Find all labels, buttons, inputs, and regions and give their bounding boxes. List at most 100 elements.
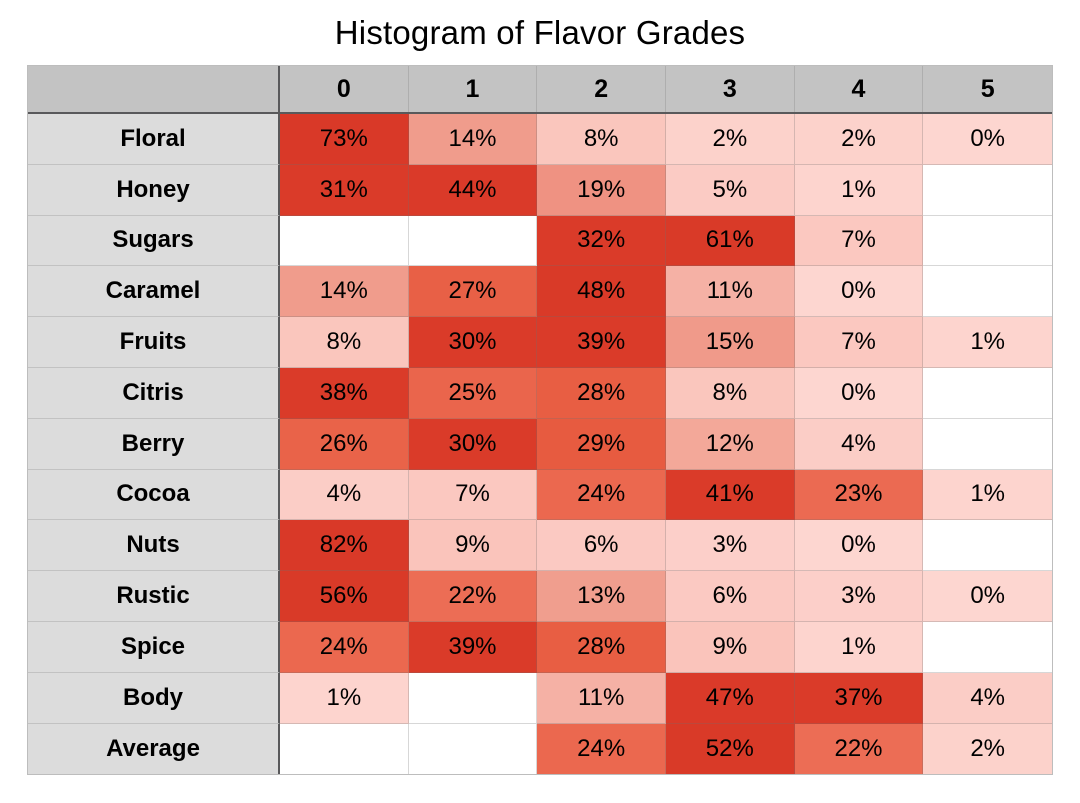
empty-cell: [923, 520, 1052, 572]
table-row-body: Body 1% 11% 47% 37% 4%: [28, 672, 1052, 724]
value-cell: 6%: [537, 520, 666, 572]
value-cell: 6%: [666, 571, 795, 622]
value-cell: 1%: [794, 621, 924, 673]
value-cell: 14%: [408, 114, 538, 165]
value-cell: 2%: [923, 723, 1052, 775]
value-cell: 28%: [537, 367, 666, 419]
value-cell: 1%: [794, 164, 924, 216]
row-label: Citris: [28, 367, 280, 419]
value-cell: 22%: [794, 723, 924, 775]
value-cell: 24%: [537, 723, 666, 775]
value-cell: 24%: [280, 621, 409, 673]
value-cell: 32%: [537, 215, 666, 267]
value-cell: 39%: [537, 317, 666, 368]
value-cell: 23%: [794, 469, 924, 521]
table-row-floral: Floral 73% 14% 8% 2% 2% 0%: [28, 114, 1052, 165]
empty-cell: [408, 723, 538, 775]
value-cell: 28%: [537, 621, 666, 673]
value-cell: 0%: [923, 571, 1052, 622]
value-cell: 41%: [666, 469, 795, 521]
column-header-4: 4: [795, 66, 924, 112]
value-cell: 2%: [794, 114, 924, 165]
value-cell: 1%: [923, 317, 1052, 368]
value-cell: 2%: [666, 114, 795, 165]
value-cell: 12%: [666, 418, 795, 470]
value-cell: 1%: [923, 469, 1052, 521]
empty-cell: [408, 215, 538, 267]
value-cell: 30%: [408, 317, 538, 368]
row-label: Caramel: [28, 266, 280, 318]
column-header-5: 5: [980, 74, 995, 103]
value-cell: 47%: [666, 672, 795, 724]
row-label: Sugars: [28, 215, 280, 267]
value-cell: 73%: [280, 114, 409, 165]
value-cell: 61%: [666, 215, 795, 267]
value-cell: 9%: [666, 621, 795, 673]
value-cell: 37%: [794, 672, 924, 724]
value-cell: 24%: [537, 469, 666, 521]
value-cell: 30%: [408, 418, 538, 470]
value-cell: 7%: [794, 317, 924, 368]
empty-cell: [923, 215, 1052, 267]
column-header-1: 1: [409, 66, 538, 112]
table-row-cocoa: Cocoa 4% 7% 24% 41% 23% 1%: [28, 469, 1052, 521]
value-cell: 4%: [794, 418, 924, 470]
empty-cell: [923, 266, 1052, 318]
value-cell: 0%: [794, 520, 924, 572]
table-row-rustic: Rustic 56% 22% 13% 6% 3% 0%: [28, 571, 1052, 622]
table-row-honey: Honey 31% 44% 19% 5% 1%: [28, 164, 1052, 216]
value-cell: 9%: [408, 520, 538, 572]
row-label: Floral: [28, 114, 280, 165]
value-cell: 52%: [666, 723, 795, 775]
value-cell: 27%: [408, 266, 538, 318]
value-cell: 1%: [280, 672, 409, 724]
value-cell: 26%: [280, 418, 409, 470]
value-cell: 8%: [280, 317, 409, 368]
row-label: Rustic: [28, 571, 280, 622]
row-label: Cocoa: [28, 469, 280, 521]
value-cell: 3%: [794, 571, 924, 622]
empty-cell: [923, 164, 1052, 216]
value-cell: 5%: [666, 164, 795, 216]
value-cell: 13%: [537, 571, 666, 622]
value-cell: 0%: [923, 114, 1052, 165]
row-label: Spice: [28, 621, 280, 673]
value-cell: 44%: [408, 164, 538, 216]
row-label: Nuts: [28, 520, 280, 572]
empty-cell: [280, 723, 409, 775]
table-row-nuts: Nuts 82% 9% 6% 3% 0%: [28, 520, 1052, 572]
chart-title: Histogram of Flavor Grades: [334, 14, 746, 51]
row-label: Average: [28, 723, 280, 775]
value-cell: 14%: [280, 266, 409, 318]
row-label: Honey: [28, 164, 280, 216]
value-cell: 31%: [280, 164, 409, 216]
table-row-berry: Berry 26% 30% 29% 12% 4%: [28, 418, 1052, 470]
value-cell: 11%: [666, 266, 795, 318]
empty-cell: [280, 215, 409, 267]
value-cell: 25%: [408, 367, 538, 419]
value-cell: 56%: [280, 571, 409, 622]
table-row-spice: Spice 24% 39% 28% 9% 1%: [28, 621, 1052, 673]
empty-cell: [923, 621, 1052, 673]
value-cell: 29%: [537, 418, 666, 470]
value-cell: 0%: [794, 367, 924, 419]
value-cell: 39%: [408, 621, 538, 673]
value-cell: 15%: [666, 317, 795, 368]
value-cell: 4%: [923, 672, 1052, 724]
value-cell: 82%: [280, 520, 409, 572]
table-row-fruits: Fruits 8% 30% 39% 15% 7% 1%: [28, 317, 1052, 368]
column-header-2: 2: [537, 66, 666, 112]
column-header-3: 3: [666, 66, 795, 112]
value-cell: 48%: [537, 266, 666, 318]
value-cell: 8%: [666, 367, 795, 419]
value-cell: 3%: [666, 520, 795, 572]
empty-cell: [923, 367, 1052, 419]
table-row-citris: Citris 38% 25% 28% 8% 0%: [28, 367, 1052, 419]
value-cell: 11%: [537, 672, 666, 724]
value-cell: 19%: [537, 164, 666, 216]
value-cell: 8%: [537, 114, 666, 165]
table-row-average: Average 24% 52% 22% 2%: [28, 723, 1052, 775]
column-header-0: 0: [280, 66, 409, 112]
